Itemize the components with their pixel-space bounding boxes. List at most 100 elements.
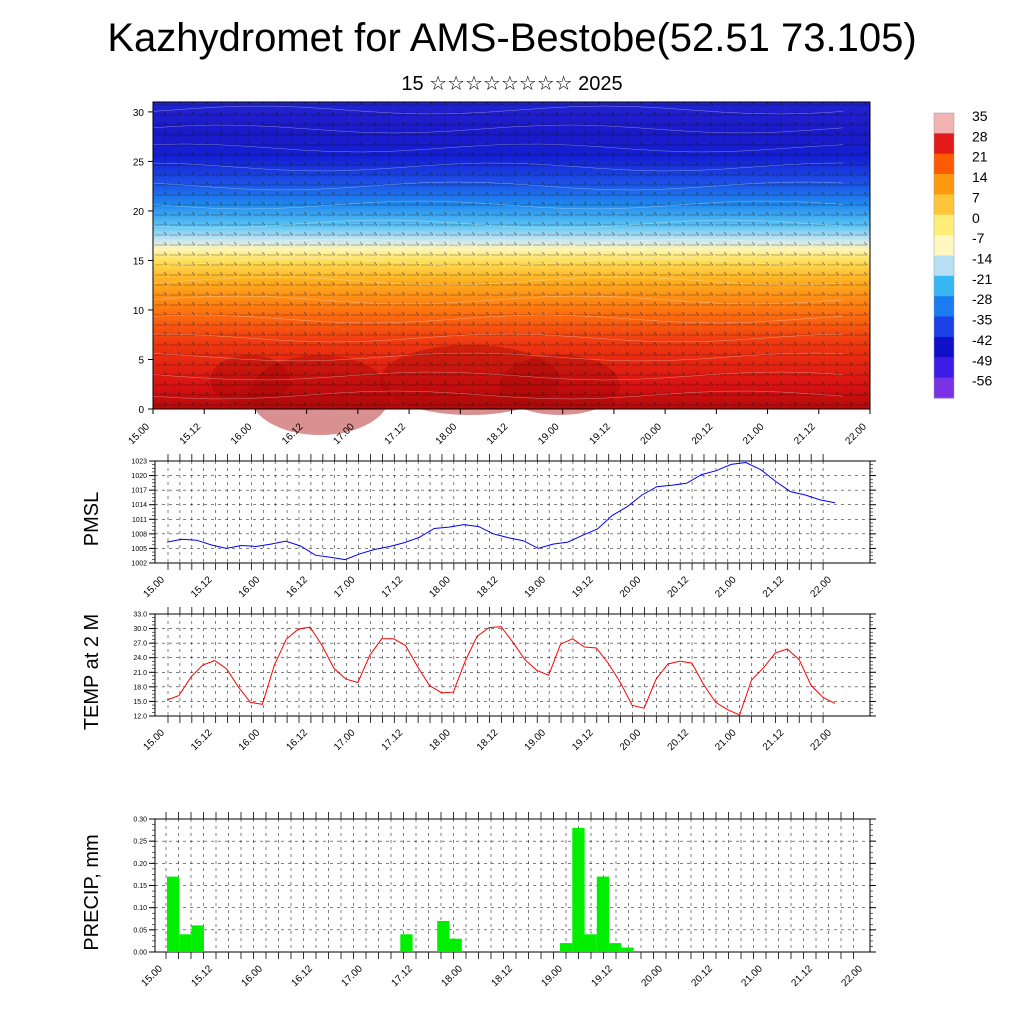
x-tick-label: 22.00 bbox=[808, 727, 834, 753]
x-tick-label: 19.12 bbox=[570, 727, 596, 753]
y-tick-label: 0.05 bbox=[133, 927, 147, 934]
colorbar-label: -35 bbox=[972, 312, 992, 328]
colorbar-swatch bbox=[934, 275, 954, 297]
contour-line bbox=[152, 333, 844, 343]
precip-bar bbox=[167, 876, 180, 952]
x-tick-label: 19.00 bbox=[536, 421, 562, 447]
y-axis-label: TEMP at 2 M bbox=[81, 614, 103, 730]
x-tick-label: 21.00 bbox=[739, 963, 765, 989]
y-axis-label: PRECIP, mm bbox=[81, 834, 103, 950]
colorbar-frame bbox=[933, 112, 955, 399]
colorbar-swatch bbox=[934, 316, 954, 338]
y-tick-label: 21.0 bbox=[133, 670, 147, 677]
temp-plot: 12.0 15.0 18.0 21.0 24.0 27.0 30.0 33.0 15.00 15.… bbox=[81, 607, 876, 753]
x-tick-label: 18.00 bbox=[427, 574, 453, 600]
y-tick-label: 33.0 bbox=[133, 612, 147, 619]
x-tick-label: 19.00 bbox=[523, 727, 549, 753]
x-tick-label: 20.00 bbox=[639, 963, 665, 989]
colorbar-label: 0 bbox=[972, 210, 980, 226]
y-tick-label: 1002 bbox=[131, 561, 147, 568]
precip-bar bbox=[437, 921, 450, 952]
y-tick-label: 1005 bbox=[131, 546, 147, 553]
x-tick-label: 15.00 bbox=[126, 421, 152, 447]
colorbar-swatch bbox=[934, 235, 954, 256]
y-tick-label: 0 bbox=[138, 405, 144, 416]
y-tick-label: 15.0 bbox=[133, 699, 147, 706]
x-tick-label: 18.12 bbox=[489, 963, 515, 989]
x-tick-label: 15.12 bbox=[189, 574, 215, 600]
x-tick-label: 20.12 bbox=[666, 574, 692, 600]
precip-plot: 0.00 0.05 0.10 0.15 0.20 0.25 0.30 15.00 15.12 16… bbox=[81, 812, 876, 989]
colorbar-label: -42 bbox=[972, 332, 992, 348]
x-tick-label: 17.00 bbox=[332, 574, 358, 600]
precip-bar bbox=[609, 943, 622, 952]
x-tick-label: 17.12 bbox=[389, 963, 415, 989]
contour-line bbox=[152, 390, 844, 400]
y-tick-label: 25 bbox=[133, 157, 145, 168]
plot-frame bbox=[154, 460, 871, 564]
x-tick-label: 18.12 bbox=[475, 727, 501, 753]
colorbar-swatch bbox=[934, 296, 954, 318]
contour-line bbox=[152, 276, 844, 286]
y-tick-label: 0.30 bbox=[133, 817, 147, 824]
x-tick-label: 15.12 bbox=[189, 963, 215, 989]
precip-bar bbox=[560, 943, 573, 952]
x-tick-label: 19.00 bbox=[539, 963, 565, 989]
precip-bar bbox=[449, 938, 462, 952]
y-tick-label: 0.20 bbox=[133, 861, 147, 868]
y-tick-label: 0.15 bbox=[133, 883, 147, 890]
plot-frame bbox=[154, 613, 871, 717]
wind-barbs bbox=[153, 102, 870, 409]
contour-line bbox=[152, 181, 844, 191]
x-tick-label: 16.12 bbox=[284, 574, 310, 600]
colorbar-label: 14 bbox=[972, 169, 988, 185]
precip-bar bbox=[179, 934, 192, 952]
precip-bar bbox=[400, 934, 413, 952]
colorbar-label: 35 bbox=[972, 108, 988, 124]
x-tick-label: 15.00 bbox=[139, 963, 165, 989]
x-tick-label: 22.00 bbox=[843, 421, 869, 447]
x-tick-label: 20.12 bbox=[690, 421, 716, 447]
contour-line bbox=[152, 143, 844, 153]
colorbar-swatch bbox=[934, 174, 954, 195]
colorbar-swatch bbox=[934, 255, 954, 277]
y-tick-label: 30.0 bbox=[133, 626, 147, 633]
x-tick-label: 15.00 bbox=[141, 727, 167, 753]
x-tick-label: 15.12 bbox=[178, 421, 204, 447]
x-tick-label: 21.12 bbox=[761, 727, 787, 753]
y-tick-label: 12.0 bbox=[133, 714, 147, 721]
precip-bar bbox=[191, 925, 204, 952]
x-tick-label: 19.00 bbox=[523, 574, 549, 600]
chart-title: Kazhydromet for AMS-Bestobe(52.51 73.105… bbox=[107, 16, 917, 60]
colorbar-label: -28 bbox=[972, 291, 992, 307]
colorbar-label: -56 bbox=[972, 373, 992, 389]
x-tick-label: 18.00 bbox=[439, 963, 465, 989]
y-tick-label: 15 bbox=[133, 256, 145, 267]
y-tick-label: 1023 bbox=[131, 459, 147, 466]
contour-line bbox=[152, 219, 844, 229]
x-tick-label: 19.12 bbox=[570, 574, 596, 600]
colorbar-swatch bbox=[934, 357, 954, 379]
y-tick-label: 0.00 bbox=[133, 950, 147, 957]
contour-line bbox=[152, 124, 844, 134]
x-tick-label: 21.00 bbox=[741, 421, 767, 447]
contour-line bbox=[152, 238, 844, 248]
colorbar-swatch bbox=[934, 113, 954, 134]
colorbar-swatch bbox=[934, 336, 954, 358]
y-tick-label: 1014 bbox=[131, 502, 147, 509]
y-tick-label: 20 bbox=[133, 207, 145, 218]
precip-bar bbox=[596, 876, 610, 952]
x-tick-label: 17.00 bbox=[339, 963, 365, 989]
x-tick-label: 18.12 bbox=[475, 574, 501, 600]
precip-bar bbox=[584, 934, 597, 952]
x-tick-label: 16.00 bbox=[239, 963, 265, 989]
x-tick-label: 16.12 bbox=[289, 963, 315, 989]
x-tick-label: 17.12 bbox=[380, 574, 406, 600]
precip-bar bbox=[572, 827, 585, 952]
y-tick-label: 30 bbox=[133, 108, 145, 119]
colorbar-label: 21 bbox=[972, 149, 988, 165]
x-tick-label: 21.12 bbox=[792, 421, 818, 447]
x-tick-label: 22.00 bbox=[839, 963, 865, 989]
x-tick-label: 15.00 bbox=[141, 574, 167, 600]
